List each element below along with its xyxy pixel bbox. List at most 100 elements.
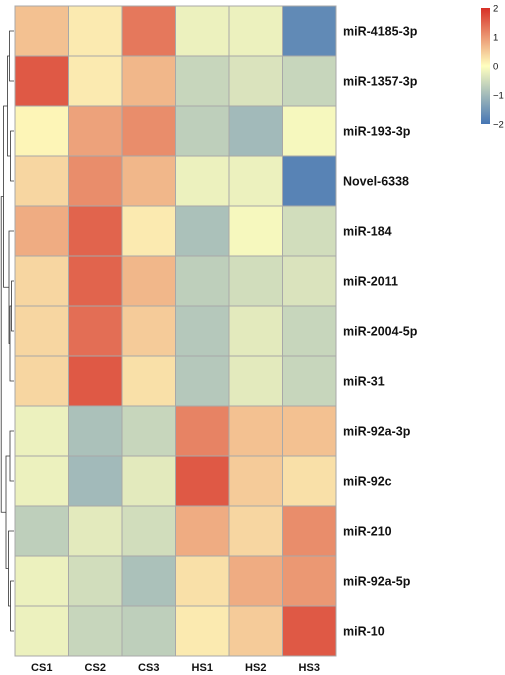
row-label: miR-2011 (343, 275, 398, 289)
column-label: HS3 (299, 662, 320, 674)
row-label: miR-210 (343, 525, 392, 539)
heatmap-cell (228, 355, 283, 407)
heatmap-cell (228, 405, 283, 457)
heatmap-cell (175, 455, 230, 507)
heatmap-cell (228, 305, 283, 357)
heatmap-cell (14, 255, 69, 307)
heatmap-cell (228, 105, 283, 157)
heatmap-cell (282, 305, 337, 357)
dendrogram-branch (11, 280, 14, 332)
heatmap-cell (14, 155, 69, 207)
dendrogram-branch (10, 580, 14, 632)
legend-tick-label: 2 (493, 4, 498, 15)
heatmap-cell (121, 405, 176, 457)
color-legend-bar (481, 8, 490, 124)
row-label: miR-1357-3p (343, 75, 418, 89)
row-label: miR-92a-3p (343, 425, 411, 439)
heatmap-cell (14, 405, 69, 457)
heatmap-cell (14, 505, 69, 557)
heatmap-cell (282, 455, 337, 507)
heatmap-cell (68, 555, 123, 607)
heatmap-cell (282, 5, 337, 57)
heatmap-cell (282, 105, 337, 157)
heatmap-cell (282, 355, 337, 407)
legend-tick-label: 0 (493, 62, 498, 73)
row-label: miR-31 (343, 375, 385, 389)
column-label: CS3 (138, 662, 159, 674)
heatmap-cell (282, 205, 337, 257)
heatmap-cell (228, 605, 283, 657)
heatmap-cell (14, 605, 69, 657)
column-label: CS1 (31, 662, 52, 674)
legend-tick-label: −2 (493, 120, 504, 131)
row-label: miR-2004-5p (343, 325, 418, 339)
heatmap-cell (14, 455, 69, 507)
heatmap-cell (121, 105, 176, 157)
dendrogram-branch (3, 105, 9, 288)
heatmap-cell (121, 5, 176, 57)
heatmap-cell (282, 405, 337, 457)
heatmap-cell (228, 255, 283, 307)
heatmap-cell (175, 355, 230, 407)
heatmap-cell (121, 305, 176, 357)
heatmap-cell (68, 255, 123, 307)
heatmap-cell (121, 555, 176, 607)
heatmap-cell (175, 405, 230, 457)
heatmap-cell (68, 205, 123, 257)
heatmap-cell (14, 55, 69, 107)
heatmap-cell (175, 505, 230, 557)
heatmap-cell (282, 155, 337, 207)
dendrogram-branch (9, 30, 14, 82)
row-label: miR-92a-5p (343, 575, 411, 589)
heatmap-cell (228, 455, 283, 507)
dendrogram-branch (0, 196, 6, 513)
column-label: CS2 (85, 662, 106, 674)
heatmap-cell (228, 205, 283, 257)
dendrogram-branch (5, 455, 10, 569)
heatmap-cell (68, 105, 123, 157)
row-labels: miR-4185-3p miR-1357-3p miR-193-3p Novel-63… (343, 25, 418, 639)
heatmap-cell (282, 255, 337, 307)
heatmap-cell (121, 205, 176, 257)
heatmap-cell (14, 105, 69, 157)
heatmap-cell (14, 305, 69, 357)
heatmap-cell (175, 205, 230, 257)
heatmap-cell (68, 355, 123, 407)
heatmap-cell (68, 5, 123, 57)
dendrogram-branch (9, 430, 14, 482)
dendrogram-branch (9, 305, 14, 382)
heatmap-cell (175, 555, 230, 607)
heatmap-cell (228, 55, 283, 107)
heatmap-cell (121, 155, 176, 207)
heatmap-cell (68, 505, 123, 557)
heatmap-cell (282, 555, 337, 607)
heatmap-cells (14, 5, 337, 657)
heatmap-cell (68, 155, 123, 207)
row-label: miR-184 (343, 225, 392, 239)
heatmap-cell (228, 505, 283, 557)
color-legend: 2 1 0 −1 −2 (481, 4, 504, 131)
row-label: Novel-6338 (343, 175, 409, 189)
heatmap-cell (121, 505, 176, 557)
heatmap-cell (68, 305, 123, 357)
heatmap-cell (175, 305, 230, 357)
heatmap-cell (282, 55, 337, 107)
row-label: miR-4185-3p (343, 25, 418, 39)
heatmap-cell (121, 455, 176, 507)
dendrogram-branch (10, 130, 14, 182)
row-label: miR-193-3p (343, 125, 411, 139)
heatmap-cell (14, 355, 69, 407)
dendrogram-branch (8, 530, 14, 607)
heatmap-cell (14, 205, 69, 257)
legend-tick-label: 1 (493, 33, 498, 44)
heatmap-cell (228, 555, 283, 607)
heatmap-cell (175, 5, 230, 57)
column-label: HS1 (192, 662, 213, 674)
heatmap-cell (68, 455, 123, 507)
row-dendrogram (0, 30, 14, 632)
heatmap-cell (175, 605, 230, 657)
heatmap-cell (121, 605, 176, 657)
heatmap-cell (282, 505, 337, 557)
heatmap-cell (121, 355, 176, 407)
